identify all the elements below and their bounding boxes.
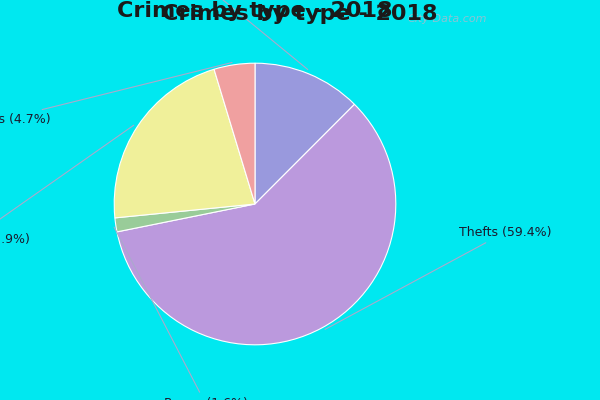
Text: City-Data.com: City-Data.com bbox=[408, 14, 487, 24]
Wedge shape bbox=[255, 63, 355, 204]
Wedge shape bbox=[117, 104, 396, 345]
Wedge shape bbox=[214, 63, 255, 204]
Text: Assaults (4.7%): Assaults (4.7%) bbox=[0, 62, 232, 126]
Text: Burglaries (21.9%): Burglaries (21.9%) bbox=[0, 125, 134, 246]
Text: Rapes (1.6%): Rapes (1.6%) bbox=[114, 227, 248, 400]
Text: Auto thefts (12.5%): Auto thefts (12.5%) bbox=[145, 0, 308, 70]
Text: Crimes by type - 2018: Crimes by type - 2018 bbox=[162, 4, 438, 24]
Wedge shape bbox=[114, 69, 255, 218]
Title: Crimes by type - 2018: Crimes by type - 2018 bbox=[117, 1, 393, 21]
Wedge shape bbox=[115, 204, 255, 232]
Text: Thefts (59.4%): Thefts (59.4%) bbox=[325, 226, 551, 329]
